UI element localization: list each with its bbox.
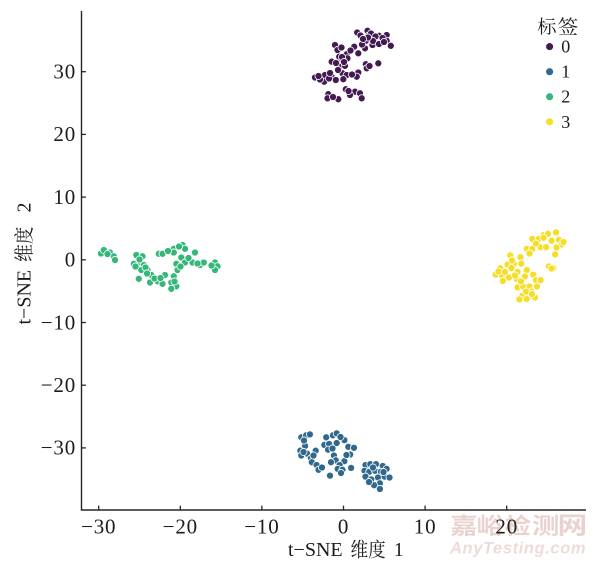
svg-text:20: 20 (495, 515, 518, 539)
svg-text:10: 10 (414, 515, 437, 539)
svg-text:1: 1 (394, 539, 404, 561)
svg-text:AnyTesting.com: AnyTesting.com (449, 540, 586, 558)
svg-text:10: 10 (53, 185, 76, 209)
svg-text:−30: −30 (81, 515, 116, 539)
svg-text:−30: −30 (41, 436, 76, 460)
svg-text:−10: −10 (41, 310, 76, 334)
svg-text:2: 2 (561, 87, 570, 107)
svg-text:1: 1 (561, 62, 570, 82)
svg-text:−20: −20 (163, 515, 198, 539)
svg-text:−20: −20 (41, 373, 76, 397)
svg-text:3: 3 (561, 112, 570, 132)
svg-text:t−SNE: t−SNE (14, 270, 36, 325)
svg-text:0: 0 (561, 37, 570, 57)
svg-text:t−SNE: t−SNE (288, 539, 343, 561)
svg-text:20: 20 (53, 122, 76, 146)
svg-text:30: 30 (53, 60, 76, 84)
svg-text:0: 0 (338, 515, 349, 539)
svg-text:2: 2 (14, 203, 36, 213)
svg-text:0: 0 (65, 248, 76, 272)
svg-text:−10: −10 (244, 515, 279, 539)
